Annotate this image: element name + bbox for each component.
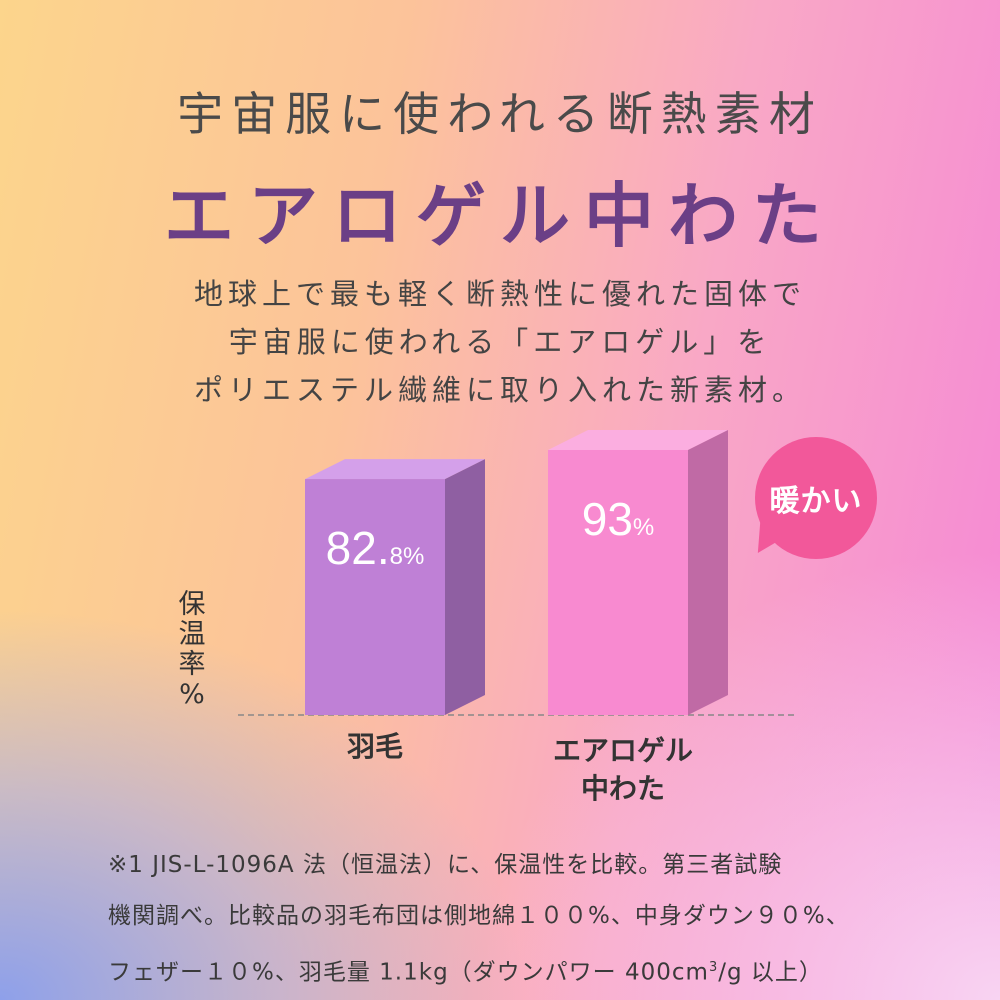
bar-down [305, 479, 445, 715]
bars: 82.8% 93% [305, 430, 728, 715]
value-label-main-aerogel: 93 [582, 493, 633, 545]
footnote-line-2: 機関調べ。比較品の羽毛布団は側地綿１００%、中身ダウン９０%、 [108, 903, 850, 929]
y-axis-label-char: 温 [178, 619, 206, 650]
category-label-line: 中わた [580, 772, 665, 805]
category-label-line: エアロゲル [552, 734, 693, 767]
intro-line-2: 宇宙服に使われる「エアロゲル」を [228, 325, 772, 359]
value-label-down: 82.8% [326, 522, 425, 574]
headline-title: エアロゲル中わた [164, 175, 836, 257]
bar-top-aerogel [548, 430, 728, 450]
category-label-down: 羽毛 [305, 728, 445, 766]
bar-side-aerogel [688, 430, 728, 715]
footnote-line-3-a: フェザー１０%、羽毛量 1.1kg（ダウンパワー 400cm [108, 959, 709, 986]
bar-side-down [445, 459, 485, 715]
category-label-line: 羽毛 [346, 730, 403, 763]
value-label-main-down: 82. [326, 522, 390, 574]
y-axis-label-char: 率 [178, 649, 206, 680]
bar-aerogel [548, 450, 688, 715]
footnote-line-3-b: /g 以上） [718, 959, 823, 986]
footnote-line-3: フェザー１０%、羽毛量 1.1kg（ダウンパワー 400cm3/g 以上） [108, 942, 928, 999]
intro-line-1: 地球上で最も軽く断熱性に優れた固体で [193, 277, 806, 311]
footnote-superscript: 3 [708, 960, 719, 975]
value-label-aerogel: 93% [582, 493, 655, 545]
y-axis-label: 保 温 率 % [172, 590, 212, 710]
value-label-small-down: 8% [390, 543, 425, 570]
intro-text: 地球上で最も軽く断熱性に優れた固体で 宇宙服に使われる「エアロゲル」を ポリエス… [0, 270, 1000, 414]
warm-badge: 暖かい [755, 437, 877, 559]
y-axis-label-char: % [179, 679, 205, 710]
footnote-line-1: ※1 JIS-L-1096A 法（恒温法）に、保温性を比較。第三者試験 [108, 852, 783, 878]
intro-line-3: ポリエステル繊維に取り入れた新素材。 [193, 373, 806, 407]
category-label-aerogel: エアロゲル 中わた [538, 732, 708, 808]
bar-top-down [305, 459, 485, 480]
headline-subtitle: 宇宙服に使われる断熱素材 [177, 87, 823, 141]
footnote: ※1 JIS-L-1096A 法（恒温法）に、保温性を比較。第三者試験 機関調べ… [108, 840, 928, 999]
value-label-small-aerogel: % [633, 514, 654, 541]
y-axis-label-char: 保 [178, 589, 206, 620]
